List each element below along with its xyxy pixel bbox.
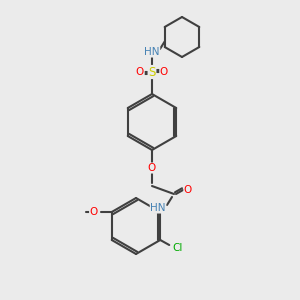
Text: S: S — [148, 65, 156, 79]
Text: HN: HN — [144, 47, 160, 57]
Text: O: O — [160, 67, 168, 77]
Text: Cl: Cl — [172, 243, 182, 253]
Text: O: O — [184, 185, 192, 195]
Text: O: O — [148, 163, 156, 173]
Text: O: O — [90, 207, 98, 217]
Text: O: O — [136, 67, 144, 77]
Text: HN: HN — [150, 203, 166, 213]
